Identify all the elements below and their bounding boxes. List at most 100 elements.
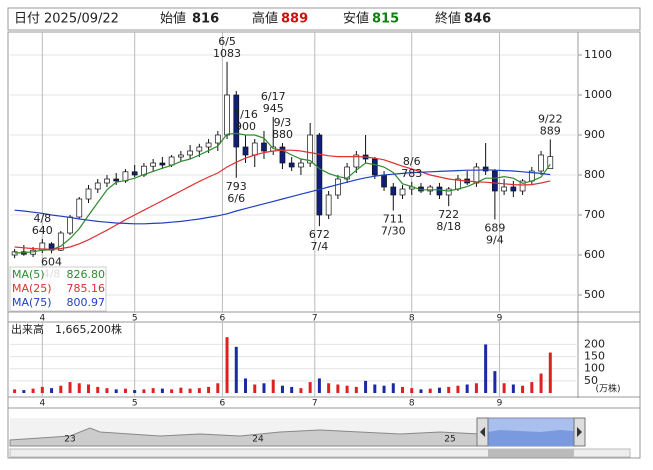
candle-body bbox=[427, 186, 434, 192]
candle-body bbox=[131, 171, 138, 176]
volume-bar bbox=[31, 388, 35, 393]
volume-bar bbox=[244, 378, 248, 393]
volume-bar bbox=[87, 384, 91, 393]
candle-body bbox=[104, 178, 110, 184]
candle-body bbox=[473, 166, 480, 184]
legend-name: MA(5) bbox=[12, 268, 45, 281]
volume-bar bbox=[50, 388, 54, 393]
candle-body bbox=[178, 154, 184, 158]
candle-body bbox=[436, 186, 443, 196]
candle-body bbox=[187, 150, 193, 156]
candle-body bbox=[298, 162, 304, 168]
annotation-date: 9/3 bbox=[274, 116, 292, 129]
volume-bar bbox=[308, 382, 312, 393]
volume-bar bbox=[447, 386, 451, 393]
candle-body bbox=[381, 174, 387, 188]
x-tick-label: 7 bbox=[312, 314, 318, 324]
volume-bar bbox=[151, 388, 155, 393]
candle-body bbox=[353, 154, 360, 168]
annotation-date: 8/18 bbox=[436, 220, 461, 233]
candle-body bbox=[113, 178, 120, 182]
navigator-label: 25 bbox=[444, 435, 455, 445]
volume-bar bbox=[197, 388, 201, 393]
candle-body bbox=[501, 186, 507, 192]
candle-body bbox=[57, 232, 64, 251]
field-value: 889 bbox=[281, 12, 308, 27]
candle-body bbox=[445, 188, 452, 196]
volume-bar bbox=[502, 383, 506, 393]
candle-body bbox=[196, 146, 203, 152]
annotation-date: 7/16 bbox=[233, 108, 258, 121]
volume-bar bbox=[299, 388, 303, 393]
volume-bar bbox=[280, 385, 284, 393]
volume-bar bbox=[493, 371, 497, 393]
annotation-date: 6/6 bbox=[227, 192, 245, 205]
annotation-date: 9/22 bbox=[538, 112, 563, 125]
candle-body bbox=[399, 188, 406, 196]
volume-bar bbox=[77, 383, 81, 393]
scrollbar[interactable] bbox=[9, 448, 631, 458]
x-tick-label: 5 bbox=[132, 399, 138, 409]
y-tick-label: 100 bbox=[584, 362, 605, 375]
volume-bar bbox=[13, 389, 17, 393]
y-tick-label: 50 bbox=[584, 374, 598, 387]
y-tick-label: 500 bbox=[584, 288, 605, 301]
candle-body bbox=[214, 134, 221, 144]
volume-bar bbox=[123, 388, 127, 393]
volume-bar bbox=[96, 386, 100, 393]
volume-bar bbox=[271, 379, 275, 393]
volume-unit: (万株) bbox=[595, 383, 620, 395]
annotation-value: 889 bbox=[540, 124, 561, 137]
field-value: 846 bbox=[464, 12, 491, 27]
y-tick-label: 200 bbox=[584, 337, 605, 350]
volume-bar bbox=[105, 388, 109, 393]
candle-body bbox=[242, 146, 249, 156]
volume-bar bbox=[253, 384, 257, 393]
candle-body bbox=[76, 198, 83, 218]
volume-bar bbox=[474, 383, 478, 393]
candle-body bbox=[251, 142, 258, 156]
candle-body bbox=[325, 194, 332, 216]
candle-body bbox=[371, 158, 378, 176]
field-label: 終値 bbox=[435, 11, 461, 27]
volume-bar bbox=[142, 389, 146, 393]
candle-body bbox=[482, 166, 489, 172]
candle-body bbox=[224, 94, 230, 136]
annotation-value: 672 bbox=[309, 228, 330, 241]
volume-bar bbox=[548, 352, 552, 393]
date-label: 日付 bbox=[14, 12, 40, 27]
annotation-date: 6/5 bbox=[218, 35, 236, 48]
candle-body bbox=[316, 134, 323, 216]
candle-body bbox=[344, 166, 350, 180]
candle-body bbox=[288, 162, 295, 168]
ma-line bbox=[14, 169, 551, 225]
volume-bar bbox=[345, 385, 349, 393]
volume-bar bbox=[317, 378, 321, 393]
x-tick-label: 8 bbox=[409, 314, 415, 324]
candle-body bbox=[261, 142, 267, 152]
y-tick-label: 1000 bbox=[584, 88, 612, 101]
volume-bar bbox=[428, 388, 432, 393]
x-tick-label: 7 bbox=[312, 399, 318, 409]
scroll-thumb[interactable] bbox=[488, 449, 574, 457]
annotation-value: 783 bbox=[401, 167, 422, 180]
field-label: 高値 bbox=[252, 11, 278, 27]
x-tick-label: 9 bbox=[497, 314, 503, 324]
annotation-value: 900 bbox=[235, 120, 256, 133]
date: 2025/09/22 bbox=[44, 12, 119, 27]
candle-body bbox=[547, 156, 554, 169]
x-tick-label: 6 bbox=[220, 399, 226, 409]
volume-bar bbox=[410, 388, 414, 393]
volume-bar bbox=[262, 383, 266, 393]
x-tick-label: 4 bbox=[39, 399, 45, 409]
candle-body bbox=[205, 142, 212, 148]
annotation-value: 604 bbox=[41, 255, 62, 268]
candle-body bbox=[307, 134, 314, 164]
annotation-date: 6/17 bbox=[261, 90, 286, 103]
annotation-value: 689 bbox=[484, 221, 505, 234]
y-tick-label: 150 bbox=[584, 350, 605, 363]
legend-value: 785.16 bbox=[67, 282, 106, 295]
volume-bar bbox=[234, 346, 238, 393]
volume-bar bbox=[327, 383, 331, 393]
